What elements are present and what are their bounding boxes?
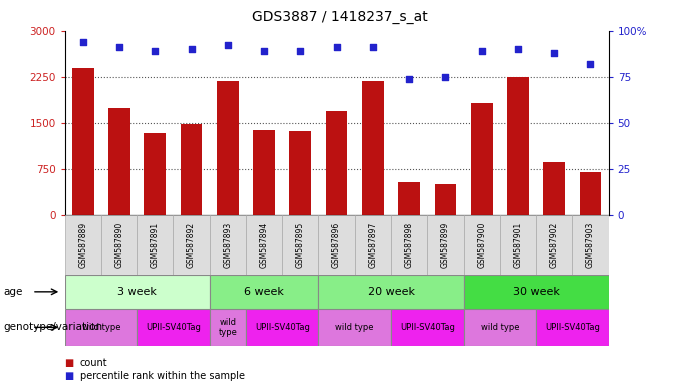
Bar	[290, 131, 311, 215]
Bar	[536, 215, 573, 275]
Text: 6 week: 6 week	[244, 287, 284, 297]
Text: GSM587890: GSM587890	[114, 222, 124, 268]
Point	[513, 46, 524, 52]
Bar	[246, 309, 318, 346]
Text: GSM587894: GSM587894	[260, 222, 269, 268]
Bar	[65, 215, 101, 275]
Text: 3 week: 3 week	[117, 287, 157, 297]
Bar	[137, 309, 209, 346]
Bar	[398, 182, 420, 215]
Text: GSM587896: GSM587896	[332, 222, 341, 268]
Text: percentile rank within the sample: percentile rank within the sample	[80, 371, 245, 381]
Point	[150, 48, 160, 54]
Point	[440, 74, 451, 80]
Point	[186, 46, 197, 52]
Bar	[326, 111, 347, 215]
Bar	[209, 275, 318, 309]
Bar	[435, 184, 456, 215]
Point	[114, 44, 124, 50]
Text: GSM587892: GSM587892	[187, 222, 196, 268]
Point	[585, 61, 596, 67]
Point	[404, 76, 415, 82]
Text: genotype/variation: genotype/variation	[3, 322, 103, 333]
Text: wild type: wild type	[82, 323, 120, 332]
Text: 20 week: 20 week	[367, 287, 415, 297]
Bar	[573, 215, 609, 275]
Text: GSM587903: GSM587903	[586, 222, 595, 268]
Text: 30 week: 30 week	[513, 287, 560, 297]
Bar	[101, 215, 137, 275]
Point	[367, 44, 378, 50]
Bar	[217, 81, 239, 215]
Bar	[507, 77, 529, 215]
Bar	[464, 215, 500, 275]
Bar	[579, 172, 601, 215]
Text: GDS3887 / 1418237_s_at: GDS3887 / 1418237_s_at	[252, 10, 428, 23]
Bar	[536, 309, 609, 346]
Bar	[318, 215, 355, 275]
Bar	[362, 81, 384, 215]
Text: GSM587897: GSM587897	[369, 222, 377, 268]
Text: wild type: wild type	[481, 323, 519, 332]
Bar	[500, 215, 536, 275]
Bar	[318, 275, 464, 309]
Text: UPII-SV40Tag: UPII-SV40Tag	[255, 323, 309, 332]
Bar	[173, 215, 209, 275]
Point	[78, 39, 88, 45]
Bar	[209, 215, 246, 275]
Text: UPII-SV40Tag: UPII-SV40Tag	[400, 323, 455, 332]
Bar	[108, 108, 130, 215]
Point	[476, 48, 487, 54]
Bar	[391, 215, 427, 275]
Bar	[253, 130, 275, 215]
Text: GSM587889: GSM587889	[78, 222, 87, 268]
Bar	[427, 215, 464, 275]
Bar	[318, 309, 391, 346]
Text: GSM587898: GSM587898	[405, 222, 413, 268]
Point	[222, 42, 233, 48]
Text: GSM587893: GSM587893	[223, 222, 233, 268]
Text: GSM587902: GSM587902	[549, 222, 559, 268]
Text: GSM587891: GSM587891	[151, 222, 160, 268]
Text: age: age	[3, 287, 22, 297]
Text: wild type: wild type	[335, 323, 374, 332]
Point	[549, 50, 560, 56]
Bar	[282, 215, 318, 275]
Text: UPII-SV40Tag: UPII-SV40Tag	[545, 323, 600, 332]
Text: ■: ■	[65, 371, 74, 381]
Text: GSM587899: GSM587899	[441, 222, 450, 268]
Point	[295, 48, 306, 54]
Bar	[209, 309, 246, 346]
Point	[331, 44, 342, 50]
Bar	[355, 215, 391, 275]
Text: ■: ■	[65, 358, 74, 368]
Bar	[65, 275, 209, 309]
Bar	[137, 215, 173, 275]
Bar	[464, 275, 609, 309]
Text: count: count	[80, 358, 107, 368]
Bar	[72, 68, 94, 215]
Bar	[181, 124, 203, 215]
Bar	[543, 162, 565, 215]
Bar	[144, 133, 166, 215]
Text: GSM587895: GSM587895	[296, 222, 305, 268]
Point	[258, 48, 269, 54]
Bar	[246, 215, 282, 275]
Text: GSM587901: GSM587901	[513, 222, 522, 268]
Bar	[464, 309, 536, 346]
Bar	[65, 309, 137, 346]
Text: UPII-SV40Tag: UPII-SV40Tag	[146, 323, 201, 332]
Text: GSM587900: GSM587900	[477, 222, 486, 268]
Bar	[391, 309, 464, 346]
Text: wild
type: wild type	[218, 318, 237, 337]
Bar	[471, 103, 492, 215]
